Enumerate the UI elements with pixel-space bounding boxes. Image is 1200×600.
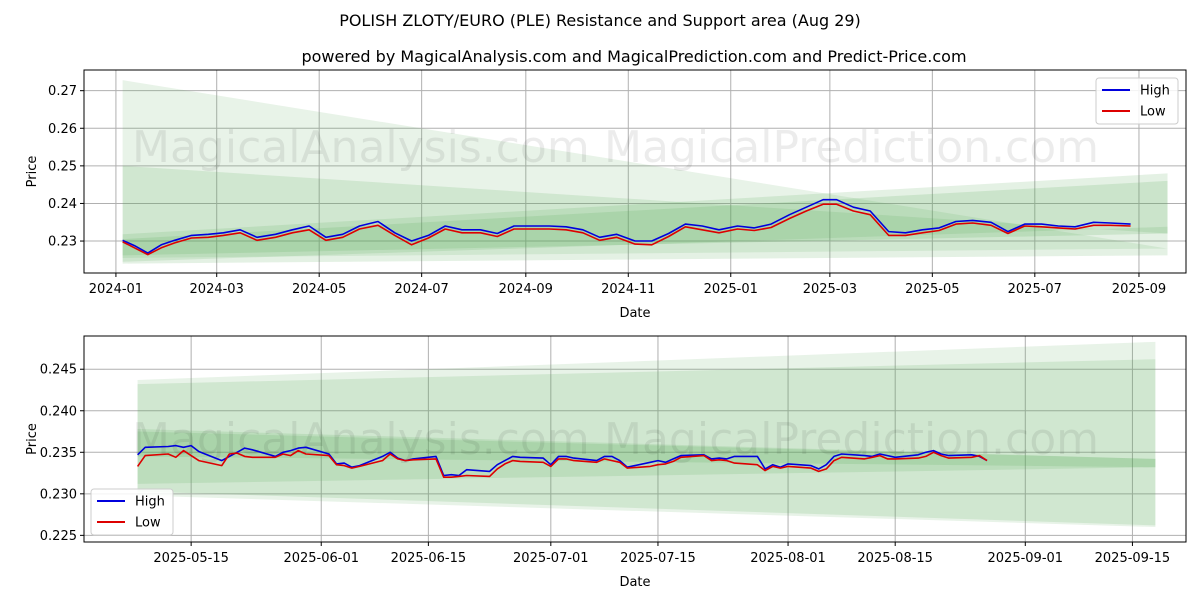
x-tick-label: 2025-06-15 bbox=[391, 551, 467, 566]
x-tick-label: 2025-08-15 bbox=[857, 551, 933, 566]
x-tick-label: 2025-05 bbox=[905, 282, 959, 297]
series-line-high bbox=[122, 198, 1131, 254]
watermark-analysis: MagicalAnalysis.com bbox=[132, 122, 590, 173]
series-line-low bbox=[136, 449, 988, 479]
x-tick-label: 2024-03 bbox=[190, 282, 244, 297]
series-line-high bbox=[137, 444, 988, 477]
band-area bbox=[137, 341, 1156, 528]
x-axis-label: Date bbox=[619, 575, 650, 590]
axes-frame bbox=[83, 69, 1187, 274]
x-tick-label: 2024-09 bbox=[499, 282, 553, 297]
x-tick-label: 2025-01 bbox=[704, 282, 758, 297]
y-tick-label: 0.24 bbox=[48, 197, 77, 212]
y-axis-label: Price bbox=[25, 156, 40, 188]
figure-subtitle: powered by MagicalAnalysis.com and Magic… bbox=[301, 47, 966, 66]
y-tick-label: 0.230 bbox=[40, 487, 77, 502]
legend-label-low: Low bbox=[1140, 105, 1166, 120]
legend-label-low: Low bbox=[135, 516, 161, 531]
x-tick-label: 2025-03 bbox=[803, 282, 857, 297]
y-tick-label: 0.26 bbox=[48, 122, 77, 137]
band-area bbox=[137, 359, 1156, 484]
figure-title: POLISH ZLOTY/EURO (PLE) Resistance and S… bbox=[339, 11, 861, 30]
band-area bbox=[122, 173, 1168, 264]
y-tick-label: 0.25 bbox=[48, 159, 77, 174]
x-tick-label: 2025-07-01 bbox=[513, 551, 589, 566]
series-lines bbox=[136, 444, 988, 479]
x-tick-label: 2025-09-01 bbox=[988, 551, 1064, 566]
y-tick-label: 0.235 bbox=[40, 446, 77, 461]
legend: High Low bbox=[1095, 77, 1179, 125]
legend: High Low bbox=[90, 488, 174, 536]
x-tick-label: 2025-09 bbox=[1112, 282, 1166, 297]
series-line-low bbox=[122, 203, 1131, 256]
x-tick-label: 2025-07 bbox=[1008, 282, 1062, 297]
watermark-prediction: MagicalPrediction.com bbox=[604, 122, 1099, 173]
x-tick-label: 2024-07 bbox=[394, 282, 448, 297]
legend-label-high: High bbox=[1140, 84, 1170, 99]
y-tick-label: 0.27 bbox=[48, 84, 77, 99]
x-axis-label: Date bbox=[619, 306, 650, 321]
x-tick-label: 2024-05 bbox=[292, 282, 346, 297]
axes-frame bbox=[83, 335, 1187, 543]
y-tick-label: 0.23 bbox=[48, 235, 77, 250]
y-axis-label: Price bbox=[25, 423, 40, 455]
x-tick-label: 2025-07-15 bbox=[620, 551, 696, 566]
x-tick-label: 2025-09-15 bbox=[1095, 551, 1171, 566]
band-area bbox=[122, 80, 1168, 258]
band-area bbox=[122, 180, 1168, 256]
y-tick-label: 0.225 bbox=[40, 529, 77, 544]
x-tick-label: 2025-05-15 bbox=[153, 551, 229, 566]
chart-panel-top: 2024-01 2024-03 2024-05 2024-07 2024-09 2024-… bbox=[25, 69, 1187, 321]
support-resistance-bands bbox=[122, 80, 1168, 264]
chart-panel-bottom: 2025-05-15 2025-06-01 2025-06-15 2025-07-01… bbox=[25, 335, 1187, 590]
x-tick-label: 2025-08-01 bbox=[750, 551, 826, 566]
x-tick-label: 2024-01 bbox=[89, 282, 143, 297]
x-tick-label: 2025-06-01 bbox=[283, 551, 359, 566]
series-lines bbox=[122, 198, 1131, 256]
y-tick-label: 0.240 bbox=[40, 404, 77, 419]
y-tick-label: 0.245 bbox=[40, 363, 77, 378]
grid bbox=[84, 336, 1186, 542]
x-tick-label: 2024-11 bbox=[601, 282, 655, 297]
legend-label-high: High bbox=[135, 495, 165, 510]
band-area bbox=[122, 165, 1168, 262]
